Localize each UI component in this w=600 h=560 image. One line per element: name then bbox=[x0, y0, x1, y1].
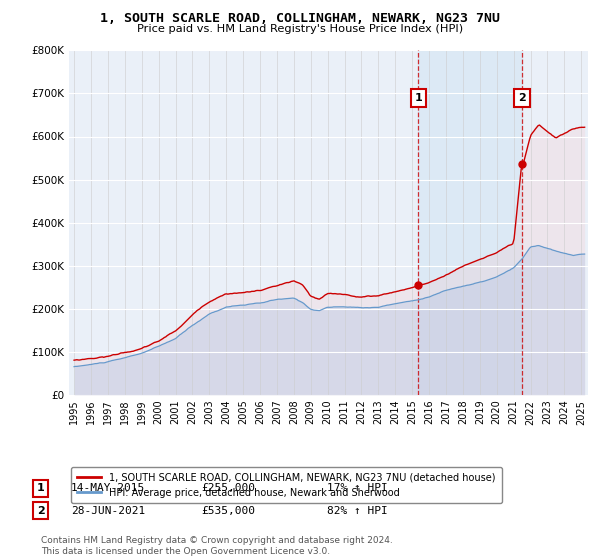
Text: 1: 1 bbox=[415, 93, 422, 102]
Text: Contains HM Land Registry data © Crown copyright and database right 2024.
This d: Contains HM Land Registry data © Crown c… bbox=[41, 536, 392, 556]
Text: £535,000: £535,000 bbox=[201, 506, 255, 516]
Text: 82% ↑ HPI: 82% ↑ HPI bbox=[327, 506, 388, 516]
Text: 2: 2 bbox=[37, 506, 44, 516]
Text: 28-JUN-2021: 28-JUN-2021 bbox=[71, 506, 145, 516]
Text: £255,000: £255,000 bbox=[201, 483, 255, 493]
Text: Price paid vs. HM Land Registry's House Price Index (HPI): Price paid vs. HM Land Registry's House … bbox=[137, 24, 463, 34]
Bar bbox=[418, 50, 522, 395]
Text: 14-MAY-2015: 14-MAY-2015 bbox=[71, 483, 145, 493]
Text: 2: 2 bbox=[518, 93, 526, 102]
Legend: 1, SOUTH SCARLE ROAD, COLLINGHAM, NEWARK, NG23 7NU (detached house), HPI: Averag: 1, SOUTH SCARLE ROAD, COLLINGHAM, NEWARK… bbox=[71, 467, 502, 503]
Text: 1: 1 bbox=[37, 483, 44, 493]
Text: 1, SOUTH SCARLE ROAD, COLLINGHAM, NEWARK, NG23 7NU: 1, SOUTH SCARLE ROAD, COLLINGHAM, NEWARK… bbox=[100, 12, 500, 25]
Text: 17% ↑ HPI: 17% ↑ HPI bbox=[327, 483, 388, 493]
